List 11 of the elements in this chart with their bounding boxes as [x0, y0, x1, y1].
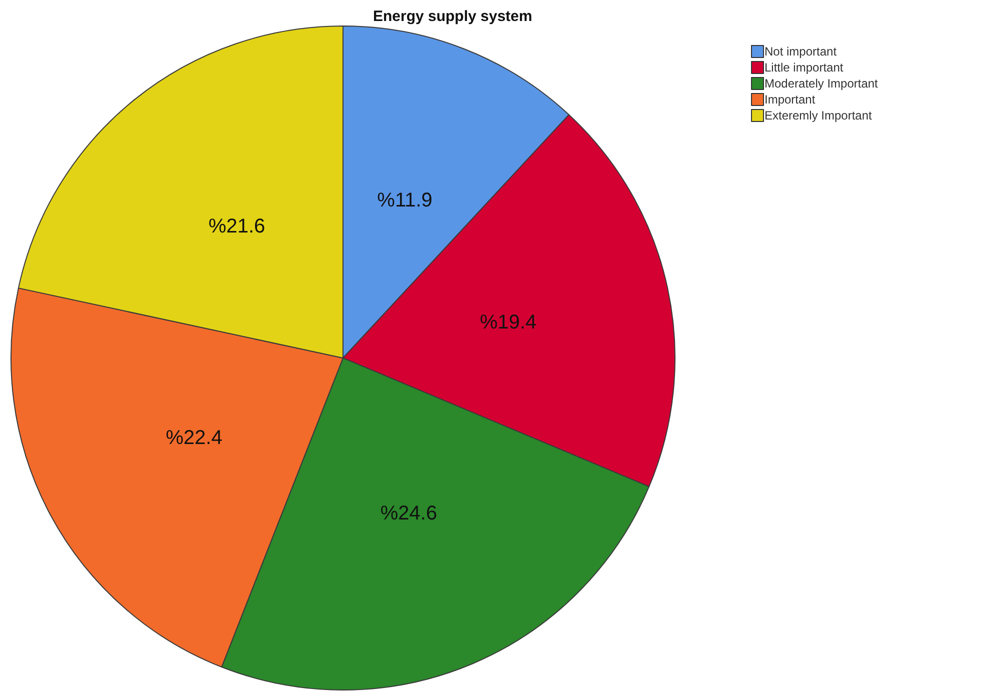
data-label: %19.4 [480, 311, 537, 334]
data-label: %21.6 [208, 216, 266, 238]
legend-label: Important [764, 92, 816, 106]
data-label: %24.6 [380, 502, 438, 525]
legend-label: Not important [764, 44, 838, 58]
chart-title: Energy supply system [373, 8, 532, 25]
data-label: %11.9 [377, 190, 432, 212]
legend-label: Little important [764, 60, 844, 74]
data-label: %22.4 [166, 426, 222, 449]
legend-label: Moderately Important [764, 76, 879, 90]
legend-label: Exteremly Important [764, 108, 873, 122]
